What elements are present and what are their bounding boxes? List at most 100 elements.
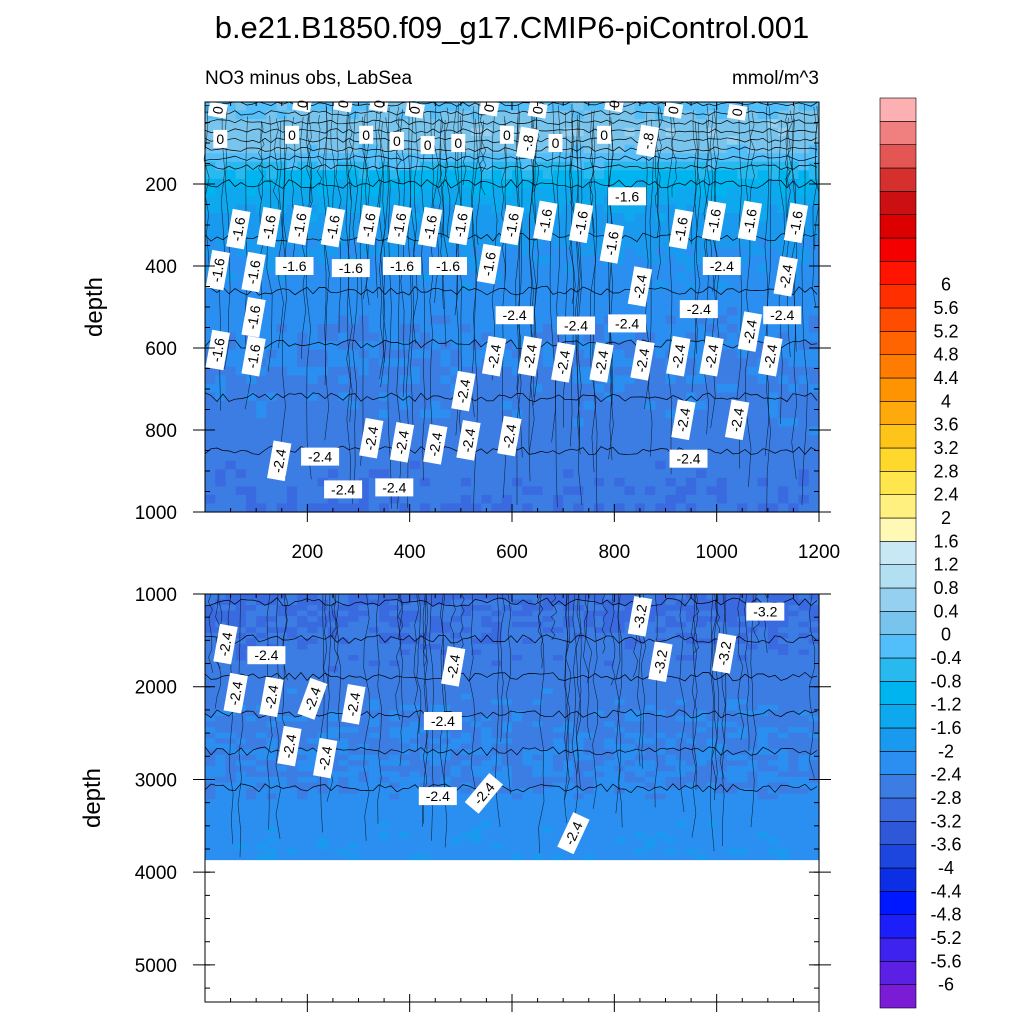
- heatmap-cell: [512, 187, 523, 197]
- heatmap-cell: [552, 213, 564, 223]
- heatmap-cell: [348, 110, 360, 120]
- heatmap-cell: [266, 392, 278, 402]
- heatmap-cell: [778, 400, 789, 411]
- heatmap-cell: [808, 144, 820, 154]
- heatmap-cell: [696, 503, 708, 513]
- heatmap-cell: [573, 738, 585, 745]
- heatmap-cell: [419, 170, 431, 180]
- upper-panel: NO3 minus obs, LabSea mmol/m^3 00 0 00 0 000…: [81, 68, 840, 563]
- heatmap-cell: [358, 298, 370, 308]
- contour-label: 0: [207, 101, 228, 119]
- heatmap-cell: [286, 469, 298, 479]
- heatmap-cell: [235, 178, 247, 189]
- heatmap-cell: [430, 392, 441, 402]
- heatmap-cell: [788, 119, 800, 129]
- heatmap-cell: [205, 693, 216, 700]
- heatmap-cell: [491, 281, 503, 291]
- heatmap-cell: [460, 119, 472, 129]
- heatmap-cell: [348, 654, 360, 662]
- contour-label-text: -1.6: [704, 207, 724, 234]
- heatmap-cell: [778, 677, 789, 684]
- heatmap-cell: [522, 486, 534, 496]
- heatmap-cell: [696, 204, 708, 214]
- heatmap-cell: [276, 699, 288, 706]
- heatmap-cell: [399, 298, 411, 308]
- heatmap-cell: [563, 153, 574, 163]
- heatmap-cell: [419, 119, 431, 129]
- heatmap-cell: [645, 682, 656, 689]
- heatmap-cell: [726, 594, 738, 601]
- heatmap-cell: [645, 281, 656, 291]
- heatmap-cell: [767, 594, 779, 601]
- heatmap-cell: [307, 247, 319, 257]
- contour-label-text: -2.4: [740, 318, 760, 345]
- heatmap-cell: [747, 170, 759, 180]
- contour-label-box: [420, 136, 435, 155]
- heatmap-cell: [696, 409, 708, 419]
- heatmap-cell: [696, 272, 708, 282]
- contour-label-text: -2.4: [673, 406, 693, 433]
- heatmap-cell: [225, 255, 237, 265]
- heatmap-cell: [522, 688, 534, 695]
- heatmap-cell: [430, 460, 441, 470]
- heatmap-cell: [317, 332, 329, 342]
- heatmap-cell: [450, 621, 462, 628]
- contour-label: -1.6: [383, 257, 421, 275]
- heatmap-cell: [225, 610, 237, 617]
- heatmap-cell: [399, 627, 411, 634]
- heatmap-cell: [286, 272, 298, 282]
- heatmap-cell: [276, 693, 288, 700]
- heatmap-cell: [307, 643, 319, 651]
- heatmap-cell: [685, 195, 697, 206]
- heatmap-cell: [593, 110, 605, 120]
- heatmap-cell: [256, 610, 267, 617]
- heatmap-cell: [583, 187, 595, 197]
- heatmap-cell: [522, 649, 534, 656]
- heatmap-cell: [348, 289, 360, 300]
- heatmap-cell: [624, 469, 636, 479]
- heatmap-cell: [522, 704, 534, 712]
- heatmap-cell: [338, 247, 349, 257]
- heatmap-cell: [655, 221, 667, 231]
- contour-line: [420, 104, 426, 481]
- heatmap-cell: [542, 307, 554, 317]
- heatmap-cell: [593, 187, 605, 197]
- heatmap-cell: [665, 638, 677, 645]
- heatmap-cell: [419, 272, 431, 282]
- heatmap-cell: [317, 710, 329, 717]
- heatmap-cell: [225, 307, 237, 317]
- heatmap-cell: [307, 289, 319, 300]
- heatmap-cell: [696, 715, 708, 723]
- heatmap-cell: [552, 195, 564, 206]
- heatmap-cell: [348, 324, 360, 334]
- contour-label: -1.6: [668, 208, 694, 250]
- heatmap-cell: [747, 195, 759, 206]
- heatmap-cell: [307, 281, 319, 291]
- heatmap-cell: [235, 366, 247, 376]
- heatmap-cell: [307, 610, 319, 617]
- heatmap-cell: [409, 187, 421, 197]
- heatmap-cell: [317, 324, 329, 334]
- heatmap-cell: [593, 195, 605, 206]
- heatmap-cell: [389, 627, 401, 634]
- contour-label-text: -1.6: [571, 209, 591, 236]
- heatmap-cell: [317, 721, 329, 728]
- heatmap-cell: [389, 732, 401, 739]
- heatmap-cell: [716, 469, 728, 479]
- contour-label-box: [375, 478, 414, 497]
- heatmap-cell: [788, 699, 800, 706]
- heatmap-cell: [583, 704, 595, 712]
- heatmap-cell: [614, 452, 626, 462]
- heatmap-cell: [307, 435, 319, 445]
- heatmap-cell: [297, 307, 308, 317]
- heatmap-cell: [481, 704, 493, 712]
- heatmap-cell: [317, 110, 329, 120]
- heatmap-cell: [348, 187, 360, 197]
- heatmap-cell: [665, 738, 677, 745]
- heatmap-cell: [808, 503, 820, 513]
- heatmap-cell: [706, 704, 718, 712]
- heatmap-cell: [665, 281, 677, 291]
- heatmap-cell: [235, 460, 247, 470]
- heatmap-cell: [297, 638, 308, 645]
- heatmap-cell: [808, 621, 820, 628]
